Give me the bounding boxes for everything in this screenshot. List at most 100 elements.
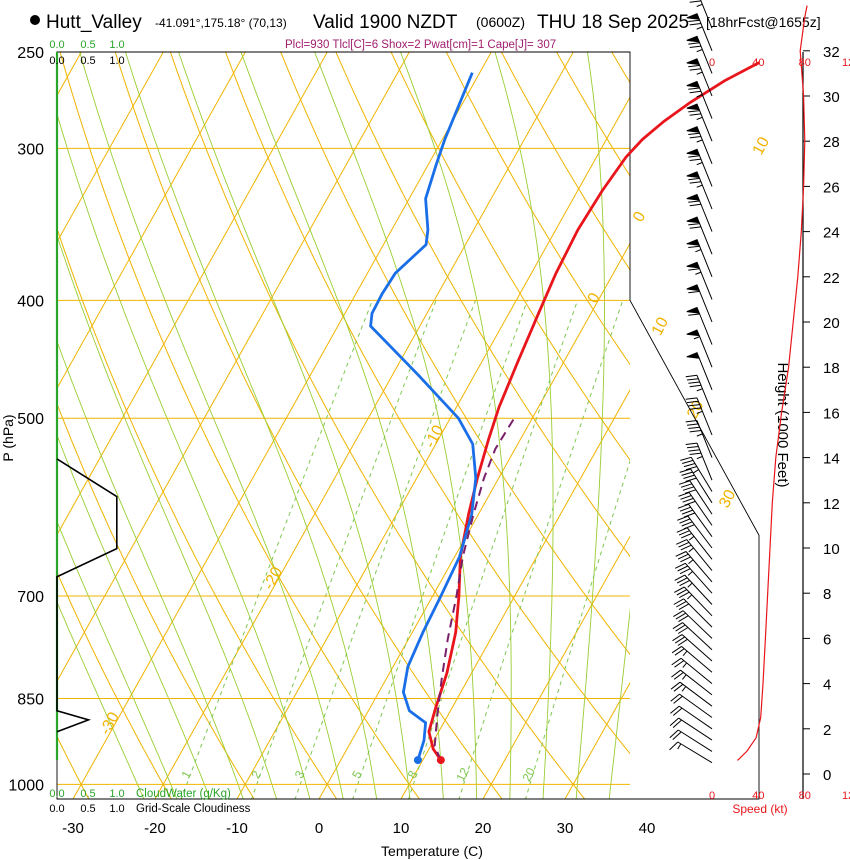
mixing-ratio-line	[294, 300, 476, 799]
cloud-water-tick: 0.0	[49, 39, 64, 51]
cloud-water-tick: 1.0	[109, 39, 124, 51]
cloud-water-tick: 0.0	[49, 788, 64, 800]
pressure-tick-label: 1000	[8, 777, 44, 794]
wind-barb	[675, 551, 713, 583]
wind-barb	[685, 397, 713, 436]
wind-barb	[676, 527, 713, 560]
forecast-run: [18hrFcst@1655z]	[706, 14, 821, 30]
mixing-ratio-label: 20	[519, 765, 538, 784]
moist-adiabat	[314, 52, 478, 799]
speed-tick-top: 80	[799, 57, 811, 69]
wind-barb	[689, 0, 713, 29]
dry-adiabat	[224, 52, 630, 755]
wind-barb	[686, 306, 713, 345]
x-tick-label: 40	[639, 820, 656, 837]
wind-barb	[672, 622, 713, 651]
dry-adiabat	[445, 52, 630, 366]
isotherm-line	[57, 52, 410, 683]
station-coords: -41.091°,175.18° (70,13)	[155, 16, 287, 30]
pressure-tick-label: 400	[17, 293, 44, 310]
moist-adiabat	[79, 52, 344, 799]
speed-axis-title: Speed (kt)	[732, 802, 787, 816]
wind-barb	[686, 284, 713, 323]
wind-barb	[679, 468, 713, 504]
isotherm-label: -30	[97, 709, 123, 737]
wind-barb	[685, 374, 713, 413]
pressure-tick-label: 250	[17, 45, 44, 62]
x-tick-label: 10	[393, 820, 410, 837]
isotherm-label: 20	[684, 398, 707, 422]
mixing-ratio-label: 5	[349, 768, 365, 781]
wind-barb	[680, 456, 713, 492]
moist-adiabat	[400, 52, 512, 799]
wind-barb	[678, 480, 713, 515]
pressure-tick-label: 850	[17, 692, 44, 709]
cloud-water-tick: 0.5	[80, 39, 95, 51]
plot-frame	[56, 51, 760, 800]
pressure-tick-label: 500	[17, 411, 44, 428]
x-tick-label: -10	[226, 820, 248, 837]
speed-tick-bottom: 0	[709, 790, 715, 802]
cloud-water-tick: 0.5	[80, 788, 95, 800]
isotherm-line	[482, 535, 630, 799]
mixing-ratio-label: 12	[453, 765, 472, 784]
wind-speed-profile	[737, 5, 808, 761]
isotherm-label: 0	[585, 290, 604, 306]
parcel-profile	[433, 417, 516, 761]
isotherm-label: 0	[630, 209, 649, 225]
pressure-tick-label: 300	[17, 141, 44, 158]
dry-adiabat	[280, 52, 630, 656]
height-tick-label: 8	[823, 586, 831, 603]
speed-tick-top: 120	[842, 57, 850, 69]
height-tick-label: 32	[823, 44, 840, 61]
dry-adiabat	[335, 52, 630, 558]
wind-barb	[677, 515, 713, 549]
speed-tick-bottom: 80	[799, 790, 811, 802]
wind-barb	[670, 681, 713, 707]
moist-adiabat	[178, 52, 411, 799]
x-tick-label: -20	[144, 820, 166, 837]
pressure-tick-label: 700	[17, 589, 44, 606]
height-tick-label: 28	[823, 134, 840, 151]
dry-adiabat	[390, 52, 630, 461]
height-tick-label: 18	[823, 360, 840, 377]
wind-barb	[674, 574, 713, 605]
dry-adiabat-lines	[57, 52, 630, 799]
x-tick-label: -30	[62, 820, 84, 837]
isotherm-lines	[57, 52, 630, 799]
y-axis-title: P (hPa)	[0, 414, 16, 461]
moist-adiabat	[57, 234, 277, 799]
dry-adiabat	[169, 52, 586, 799]
moist-adiabat	[57, 434, 211, 799]
cloudiness-label: Grid-Scale Cloudiness	[136, 803, 251, 815]
mixing-ratio-label: 2	[248, 768, 264, 781]
cloudiness-tick: 1.0	[109, 803, 124, 815]
cloudiness-tick: 0.5	[80, 803, 95, 815]
height-tick-label: 20	[823, 315, 840, 332]
isotherm-line	[57, 52, 164, 243]
surface-temperature-dot	[436, 756, 445, 765]
dry-adiabat	[611, 52, 630, 84]
isotherm-line	[400, 389, 630, 799]
wind-barb	[686, 148, 713, 187]
cloud-water-label: CloudWater (g/Kg)	[136, 788, 231, 800]
cloudiness-profile	[56, 458, 118, 733]
x-tick-label: 30	[557, 820, 574, 837]
height-tick-label: 0	[823, 767, 831, 784]
moist-adiabat	[575, 52, 605, 799]
isobar-lines	[57, 52, 630, 785]
wind-barb	[669, 741, 713, 764]
valid-time: Valid 1900 NZDT	[313, 12, 458, 33]
wind-barb	[686, 58, 713, 97]
isotherm-line	[318, 242, 630, 799]
height-tick-label: 6	[823, 631, 831, 648]
dry-adiabat	[57, 402, 255, 799]
mixing-ratio-line	[458, 300, 624, 799]
height-tick-label: 14	[823, 451, 840, 468]
isotherm-label: 30	[716, 487, 739, 511]
isotherm-label: 10	[750, 134, 773, 158]
wind-barb	[673, 598, 713, 628]
moist-adiabat	[57, 112, 311, 799]
cloud-axis-ticks: 0.0 0.0 0.5 0.5 1.0 1.0 0.0 0.0 0.5 0.5 1.0 1.0	[49, 39, 124, 815]
